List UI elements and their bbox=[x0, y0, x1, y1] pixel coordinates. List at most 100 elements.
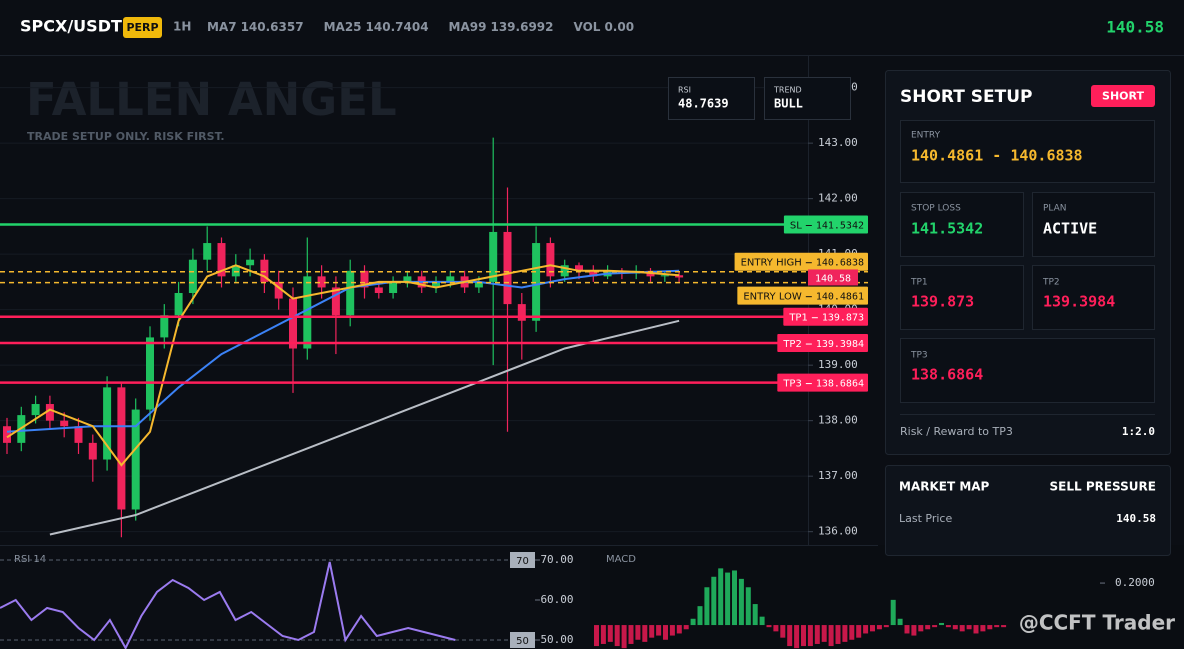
candle-body bbox=[360, 270, 369, 288]
macd-bar bbox=[594, 625, 599, 647]
candle-body bbox=[303, 276, 312, 349]
macd-bar bbox=[794, 625, 800, 649]
macd-bar bbox=[683, 625, 689, 630]
indicator: VOL 0.00 bbox=[574, 20, 635, 34]
rsi-band-tag bbox=[510, 632, 535, 648]
price-tick-label: 142.00 bbox=[818, 192, 858, 205]
macd-bar bbox=[621, 625, 627, 649]
level-tag: 139.3984 TP2 bbox=[777, 334, 868, 353]
entry-box bbox=[900, 120, 1155, 183]
rsi-tick-label: 70.00 bbox=[540, 553, 573, 566]
indicator-name: VOL bbox=[574, 20, 601, 34]
macd-bar bbox=[987, 625, 993, 630]
level-tag-name: ENTRY HIGH bbox=[741, 258, 802, 269]
target-box bbox=[900, 265, 1024, 330]
macd-bar bbox=[897, 618, 903, 626]
candle-body bbox=[203, 243, 212, 260]
candle-body bbox=[88, 442, 97, 460]
rr-label: Risk / Reward to TP3 bbox=[900, 425, 1013, 438]
last-price-tag: 140.58 bbox=[808, 269, 858, 286]
level-tag-value: 139.3984 bbox=[816, 339, 864, 350]
plan-value: ACTIVE bbox=[1043, 220, 1097, 238]
stat-label: TREND bbox=[773, 86, 802, 95]
candle-body bbox=[274, 281, 283, 299]
macd-bar bbox=[925, 625, 931, 630]
macd-bar bbox=[890, 599, 896, 626]
candle-body bbox=[660, 275, 669, 277]
price-tick-label: 136.00 bbox=[818, 525, 858, 538]
level-tag-bg bbox=[783, 307, 868, 326]
candle-body bbox=[489, 231, 498, 282]
macd-bar bbox=[945, 625, 951, 628]
candle-body bbox=[31, 404, 40, 416]
macd-bar bbox=[814, 625, 820, 644]
price-tick-label: 139.00 bbox=[818, 358, 858, 371]
macd-bar bbox=[1001, 625, 1007, 628]
level-tag-name: ENTRY LOW bbox=[743, 292, 802, 303]
short-badge-text: SHORT bbox=[1102, 90, 1144, 103]
candle-body bbox=[3, 426, 11, 443]
macd-bar bbox=[635, 625, 641, 640]
candle-body bbox=[346, 270, 355, 316]
macd-bar bbox=[821, 625, 827, 642]
price-tick-label: 138.00 bbox=[818, 414, 858, 427]
macd-bar bbox=[876, 625, 882, 630]
level-tag-name: TP3 bbox=[782, 379, 802, 390]
candle-body bbox=[575, 265, 583, 271]
macd-bar bbox=[614, 625, 620, 647]
rsi-tick-label: 50.00 bbox=[540, 633, 573, 646]
entry-label: ENTRY bbox=[911, 131, 941, 141]
macd-bar bbox=[966, 625, 972, 630]
target-box bbox=[900, 338, 1155, 403]
level-tag: 138.6864 TP3 bbox=[777, 373, 868, 392]
macd-bar bbox=[883, 625, 889, 628]
macd-bar bbox=[704, 587, 710, 626]
macd-bar bbox=[773, 625, 779, 632]
macd-bar bbox=[607, 625, 613, 642]
macd-bar bbox=[835, 625, 841, 644]
macd-bar bbox=[711, 576, 717, 626]
candle-body bbox=[246, 259, 255, 266]
candle-body bbox=[446, 276, 455, 282]
macd-bar bbox=[676, 625, 682, 634]
macd-bar bbox=[718, 568, 724, 626]
macd-bar bbox=[780, 625, 786, 638]
panel-title: SHORT SETUP bbox=[900, 87, 1032, 107]
level-tag-bg bbox=[777, 334, 868, 353]
macd-bar bbox=[690, 618, 696, 626]
market-row-label: Last Price bbox=[899, 512, 952, 525]
candle-body bbox=[160, 315, 169, 338]
level-tag: 139.873 TP1 bbox=[783, 307, 868, 326]
macd-bar bbox=[649, 625, 655, 638]
candle-body bbox=[74, 426, 83, 443]
indicator: MA7 140.6357 bbox=[207, 20, 304, 34]
candle-body bbox=[146, 337, 154, 410]
screenshot-watermark: @CCFT Trader bbox=[1019, 611, 1175, 635]
short-badge[interactable] bbox=[1091, 85, 1155, 107]
chart-watermark: FALLEN ANGEL bbox=[26, 73, 397, 126]
macd-bar bbox=[856, 625, 862, 638]
candle-body bbox=[331, 287, 340, 316]
candle-body bbox=[231, 265, 240, 277]
level-tag-value: 140.6838 bbox=[816, 258, 864, 269]
macd-tick-label: 0.2000 bbox=[1115, 576, 1155, 589]
macd-bar bbox=[787, 625, 793, 647]
market-map-panel bbox=[885, 465, 1171, 556]
level-tag-value: 141.5342 bbox=[816, 221, 864, 232]
macd-bar bbox=[759, 616, 765, 626]
last-price-value: 140.58 bbox=[815, 273, 851, 284]
rsi-tick-label: 60.00 bbox=[540, 593, 573, 606]
timeframe[interactable]: 1H bbox=[173, 20, 191, 34]
macd-bar bbox=[732, 570, 737, 626]
macd-bar bbox=[600, 625, 606, 644]
rsi-line bbox=[0, 561, 456, 649]
level-tag-name: TP1 bbox=[788, 313, 808, 324]
macd-bar bbox=[656, 625, 662, 636]
level-tag-bg bbox=[734, 252, 868, 271]
level-tag-bg bbox=[737, 286, 868, 305]
macd-bar bbox=[642, 625, 648, 642]
candle-body bbox=[389, 281, 398, 294]
macd-bar bbox=[766, 625, 772, 628]
